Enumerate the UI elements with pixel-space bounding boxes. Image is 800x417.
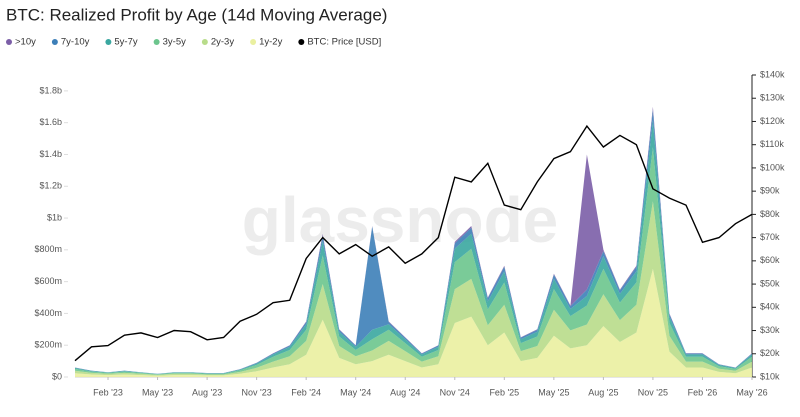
legend-swatch xyxy=(250,39,257,45)
y-tick-label: $1.2b xyxy=(39,181,62,191)
area xyxy=(75,147,752,375)
legend-label: 2y-3y xyxy=(211,37,234,48)
y-tick-label: $1.6b xyxy=(39,117,62,127)
x-tick-label: May '26 xyxy=(736,387,767,397)
x-tick-label: Feb '24 xyxy=(291,387,321,397)
x-tick-label: May '25 xyxy=(538,387,569,397)
legend-swatch xyxy=(201,39,208,45)
area xyxy=(75,201,752,376)
y2-tick-label: $140k xyxy=(760,69,785,79)
legend-swatch xyxy=(6,39,12,45)
y-tick-label: $600m xyxy=(34,276,62,286)
y2-tick-label: $40k xyxy=(760,302,780,312)
legend-label: BTC: Price [USD] xyxy=(307,37,381,48)
x-tick-label: Aug '24 xyxy=(390,387,420,397)
y-tick-label: $400m xyxy=(34,308,62,318)
legend-label: 5y-7y xyxy=(114,37,137,48)
x-tick-label: May '23 xyxy=(142,387,173,397)
y-tick-label: $200m xyxy=(34,340,62,350)
legend-label: 7y-10y xyxy=(61,37,90,48)
y2-tick-label: $80k xyxy=(760,209,780,219)
y-tick-label: $0 xyxy=(52,371,62,381)
y2-tick-label: $70k xyxy=(760,232,780,242)
area xyxy=(75,268,752,377)
y2-tick-label: $110k xyxy=(760,139,784,149)
y2-tick-label: $20k xyxy=(760,348,780,358)
x-tick-label: Nov '25 xyxy=(638,387,668,397)
y2-tick-label: $50k xyxy=(760,278,780,288)
y-tick-label: $1.8b xyxy=(39,85,62,95)
price-line xyxy=(74,124,753,362)
x-tick-label: Nov '24 xyxy=(440,387,470,397)
x-tick-label: Feb '25 xyxy=(489,387,519,397)
legend-swatch xyxy=(51,39,58,45)
y-tick-label: $1b xyxy=(47,212,62,222)
watermark: glassnode xyxy=(242,184,559,256)
y2-tick-label: $30k xyxy=(760,325,780,335)
legend-swatch xyxy=(298,39,305,45)
legend-swatch xyxy=(153,39,160,45)
legend-swatch xyxy=(105,39,112,45)
y2-tick-label: $90k xyxy=(760,186,780,196)
y2-tick-label: $130k xyxy=(760,93,785,103)
y-tick-label: $800m xyxy=(34,244,62,254)
y-tick-label: $1.4b xyxy=(39,149,62,159)
x-tick-label: Nov '23 xyxy=(242,387,272,397)
x-tick-label: Aug '23 xyxy=(192,387,222,397)
x-tick-label: Aug '25 xyxy=(588,387,618,397)
y2-tick-label: $100k xyxy=(760,162,785,172)
x-tick-label: Feb '23 xyxy=(93,387,123,397)
x-tick-label: May '24 xyxy=(340,387,371,397)
y2-tick-label: $120k xyxy=(760,116,785,126)
legend-label: 3y-5y xyxy=(163,37,186,48)
y2-tick-label: $10k xyxy=(760,371,780,381)
y2-tick-label: $60k xyxy=(760,255,780,265)
legend-label: 1y-2y xyxy=(259,37,282,48)
x-tick-label: Feb '26 xyxy=(688,387,718,397)
legend-label: >10y xyxy=(15,37,36,48)
chart-title: BTC: Realized Profit by Age (14d Moving … xyxy=(6,5,387,24)
